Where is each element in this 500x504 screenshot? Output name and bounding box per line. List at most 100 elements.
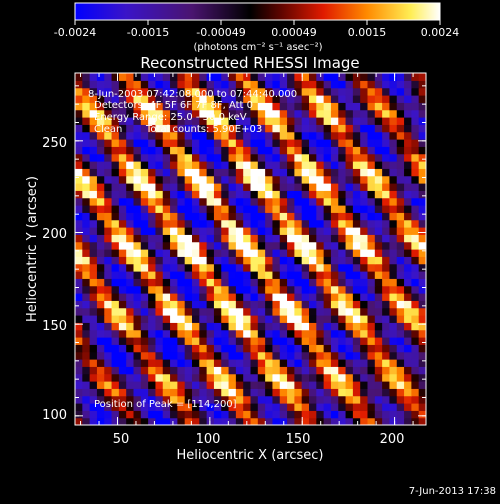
heatmap-cell: [352, 153, 361, 162]
heatmap-cell: [213, 161, 222, 169]
heatmap-cell: [316, 344, 325, 353]
heatmap-cell: [250, 175, 259, 184]
heatmap-cell: [396, 80, 405, 89]
heatmap-cell: [330, 197, 339, 206]
heatmap-cell: [382, 278, 391, 287]
heatmap-cell: [279, 329, 288, 338]
heatmap-cell: [133, 373, 142, 382]
heatmap-cell: [243, 168, 252, 177]
heatmap-cell: [382, 403, 391, 411]
heatmap-cell: [155, 300, 164, 309]
heatmap-cell: [309, 190, 317, 199]
heatmap-cell: [382, 95, 391, 103]
x-tick-label: 50: [113, 432, 130, 447]
heatmap-cell: [250, 359, 259, 367]
heatmap-cell: [221, 227, 230, 235]
heatmap-cell: [155, 410, 164, 419]
heatmap-cell: [184, 131, 193, 140]
heatmap-cell: [316, 131, 325, 140]
heatmap-cell: [404, 329, 412, 338]
heatmap-cell: [82, 381, 91, 389]
heatmap-cell: [162, 183, 171, 191]
heatmap-cell: [96, 102, 105, 111]
heatmap-cell: [404, 124, 412, 133]
heatmap-cell: [404, 366, 412, 375]
heatmap-cell: [192, 388, 200, 397]
heatmap-cell: [235, 190, 244, 199]
heatmap-cell: [404, 307, 412, 316]
heatmap-cell: [155, 359, 164, 367]
heatmap-cell: [345, 205, 354, 213]
heatmap-cell: [140, 351, 149, 360]
heatmap-cell: [221, 285, 230, 294]
heatmap-cell: [257, 87, 266, 96]
heatmap-cell: [330, 366, 339, 375]
heatmap-cell: [133, 161, 142, 169]
heatmap-cell: [382, 219, 391, 228]
heatmap-cell: [389, 417, 398, 425]
heatmap-cell: [96, 403, 105, 411]
heatmap-cell: [352, 175, 361, 184]
heatmap-cell: [192, 249, 200, 257]
heatmap-cell: [404, 161, 412, 169]
heatmap-cell: [235, 381, 244, 389]
heatmap-cell: [82, 329, 91, 338]
heatmap-cell: [155, 95, 164, 103]
heatmap-cell: [360, 197, 369, 206]
heatmap-cell: [301, 175, 310, 184]
heatmap-cell: [148, 183, 157, 191]
heatmap-cell: [118, 417, 127, 425]
heatmap-cell: [133, 263, 142, 272]
x-tick-label: 200: [380, 432, 405, 447]
heatmap-cell: [279, 219, 288, 228]
heatmap-cell: [243, 263, 252, 272]
heatmap-cell: [133, 271, 142, 279]
heatmap-cell: [360, 366, 369, 375]
heatmap-cell: [118, 241, 127, 250]
heatmap-cell: [345, 102, 354, 111]
heatmap-cell: [404, 293, 412, 301]
heatmap-cell: [316, 161, 325, 169]
heatmap-cell: [184, 190, 193, 199]
heatmap-cell: [192, 351, 200, 360]
heatmap-cell: [228, 403, 237, 411]
heatmap-cell: [309, 351, 317, 360]
heatmap-cell: [140, 153, 149, 162]
heatmap-cell: [272, 87, 281, 96]
heatmap-cell: [235, 249, 244, 257]
heatmap-cell: [75, 234, 83, 243]
heatmap-cell: [257, 183, 266, 191]
heatmap-cell: [104, 153, 113, 162]
heatmap-cell: [367, 417, 376, 425]
heatmap-cell: [140, 366, 149, 375]
heatmap-cell: [111, 124, 120, 133]
heatmap-cell: [301, 241, 310, 250]
heatmap-cell: [330, 168, 339, 177]
heatmap-cell: [75, 249, 83, 257]
heatmap-cell: [360, 102, 369, 111]
heatmap-cell: [360, 271, 369, 279]
heatmap-cell: [170, 285, 178, 294]
heatmap-cell: [396, 388, 405, 397]
heatmap-cell: [75, 329, 83, 338]
heatmap-cell: [82, 234, 91, 243]
heatmap-cell: [330, 146, 339, 155]
heatmap-cell: [374, 197, 383, 206]
heatmap-cell: [170, 271, 178, 279]
heatmap-cell: [206, 417, 215, 425]
heatmap-cell: [82, 95, 91, 103]
colorbar-tick-label: -0.0015: [127, 26, 169, 39]
heatmap-cell: [250, 102, 259, 111]
heatmap-cell: [360, 395, 369, 404]
heatmap-cell: [96, 300, 105, 309]
heatmap-cell: [345, 366, 354, 375]
heatmap-cell: [374, 293, 383, 301]
heatmap-cell: [235, 351, 244, 360]
heatmap-cell: [338, 403, 347, 411]
heatmap-cell: [199, 403, 208, 411]
heatmap-cell: [411, 168, 420, 177]
heatmap-cell: [309, 197, 317, 206]
heatmap-cell: [199, 329, 208, 338]
heatmap-cell: [140, 315, 149, 323]
heatmap-cell: [148, 373, 157, 382]
